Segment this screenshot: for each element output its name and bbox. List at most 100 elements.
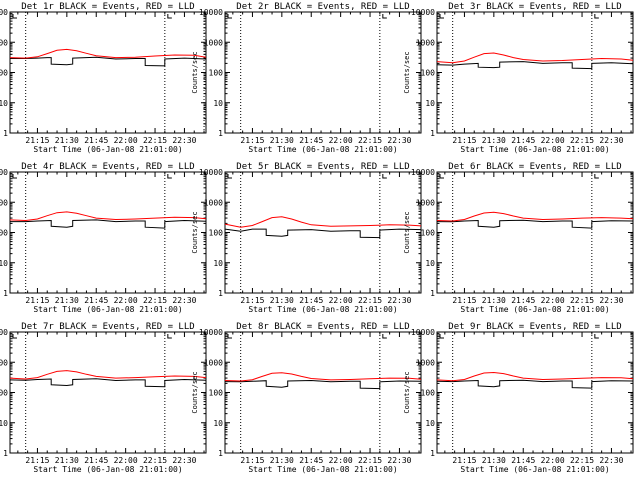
y-tick-label: 10000 <box>411 168 435 177</box>
x-axis-label: Start Time (06-Jan-08 21:01:00) <box>460 145 609 154</box>
y-tick-label: 100 <box>0 69 8 78</box>
plot-frame <box>224 11 422 134</box>
panel-title: Det 3r BLACK = Events, RED = LLD <box>448 2 621 12</box>
y-tick-label: 1000 <box>416 358 435 367</box>
y-tick-label: 10 <box>425 259 435 268</box>
x-tick-label: 22:00 <box>329 136 353 145</box>
x-tick-label: 21:15 <box>25 136 49 145</box>
x-tick-label: 21:45 <box>299 296 323 305</box>
series-line-lld <box>436 211 634 222</box>
panel-det-3: Det 3r BLACK = Events, RED = LLD 1 10 100 10… <box>403 2 634 154</box>
panel-title: Det 6r BLACK = Events, RED = LLD <box>448 162 621 172</box>
plot-frame <box>224 331 422 454</box>
x-tick-label: 21:30 <box>55 136 79 145</box>
panel-title: Det 4r BLACK = Events, RED = LLD <box>21 162 194 172</box>
x-tick-label: 22:15 <box>358 136 382 145</box>
x-tick-label: 21:15 <box>452 296 476 305</box>
series-line-events <box>224 228 422 239</box>
segment-marker <box>439 14 444 19</box>
y-tick-label: 10000 <box>0 168 8 177</box>
x-tick-label: 22:30 <box>387 296 411 305</box>
plot-frame <box>436 331 634 454</box>
x-axis-label: Start Time (06-Jan-08 21:01:00) <box>460 465 609 474</box>
x-tick-label: 21:30 <box>482 456 506 465</box>
y-tick-label: 10 <box>425 419 435 428</box>
y-tick-label: 10 <box>0 259 8 268</box>
y-tick-label: 1 <box>3 289 8 298</box>
series-line-events <box>436 219 634 229</box>
x-tick-label: 21:45 <box>299 136 323 145</box>
y-tick-label: 1 <box>218 289 223 298</box>
series-line-events <box>436 61 634 70</box>
y-tick-label: 10000 <box>0 8 8 17</box>
x-tick-label: 22:15 <box>143 136 167 145</box>
segment-marker <box>594 174 599 179</box>
y-tick-label: 100 <box>209 229 224 238</box>
series-line-events <box>436 379 634 389</box>
y-axis-label: Counts/sec <box>191 371 199 413</box>
x-tick-label: 21:15 <box>240 456 264 465</box>
x-tick-label: 22:00 <box>541 456 565 465</box>
segment-marker <box>167 334 172 339</box>
panel-title: Det 2r BLACK = Events, RED = LLD <box>236 2 409 12</box>
y-tick-label: 1 <box>430 449 435 458</box>
x-tick-label: 21:45 <box>511 456 535 465</box>
y-tick-label: 1 <box>218 449 223 458</box>
x-tick-label: 22:15 <box>358 456 382 465</box>
x-tick-label: 21:15 <box>240 136 264 145</box>
x-tick-label: 22:15 <box>143 456 167 465</box>
x-tick-label: 22:00 <box>114 296 138 305</box>
x-tick-label: 22:15 <box>570 456 594 465</box>
panel-title: Det 8r BLACK = Events, RED = LLD <box>236 322 409 332</box>
y-tick-label: 100 <box>421 389 436 398</box>
y-tick-label: 10000 <box>199 8 223 17</box>
y-tick-label: 1000 <box>416 38 435 47</box>
segment-marker <box>594 14 599 19</box>
segment-marker <box>382 334 387 339</box>
x-tick-label: 22:30 <box>172 136 196 145</box>
x-tick-label: 22:30 <box>387 136 411 145</box>
y-axis-label: Counts/sec <box>191 51 199 93</box>
x-tick-label: 22:15 <box>358 296 382 305</box>
y-tick-label: 100 <box>209 389 224 398</box>
y-axis-label: Counts/sec <box>403 51 411 93</box>
y-tick-label: 10000 <box>411 328 435 337</box>
x-tick-label: 21:45 <box>84 456 108 465</box>
segment-marker <box>167 174 172 179</box>
x-tick-label: 21:15 <box>452 136 476 145</box>
x-tick-label: 22:15 <box>143 296 167 305</box>
y-tick-label: 1 <box>430 129 435 138</box>
y-tick-label: 10 <box>213 419 223 428</box>
panel-det-4: Det 4r BLACK = Events, RED = LLD 1 10 100 10… <box>0 162 207 314</box>
y-tick-label: 100 <box>209 69 224 78</box>
x-tick-label: 22:30 <box>387 456 411 465</box>
series-line-lld <box>436 371 634 382</box>
segment-marker <box>12 174 17 179</box>
y-tick-label: 1000 <box>204 38 223 47</box>
segment-marker <box>382 174 387 179</box>
series-line-lld <box>436 52 634 64</box>
x-axis-label: Start Time (06-Jan-08 21:01:00) <box>248 465 397 474</box>
segment-marker <box>594 334 599 339</box>
panel-det-5: Det 5r BLACK = Events, RED = LLD 1 10 100 10… <box>191 162 422 314</box>
y-tick-label: 10 <box>213 259 223 268</box>
y-tick-label: 1 <box>3 449 8 458</box>
x-tick-label: 21:30 <box>270 136 294 145</box>
x-tick-label: 22:30 <box>599 136 623 145</box>
x-tick-label: 22:30 <box>599 456 623 465</box>
panel-det-8: Det 8r BLACK = Events, RED = LLD 1 10 100 10… <box>191 322 422 474</box>
panel-title: Det 9r BLACK = Events, RED = LLD <box>448 322 621 332</box>
x-tick-label: 21:45 <box>511 136 535 145</box>
y-tick-label: 1000 <box>0 38 8 47</box>
y-tick-label: 100 <box>0 389 8 398</box>
y-tick-label: 10 <box>0 419 8 428</box>
y-tick-label: 10000 <box>199 168 223 177</box>
x-tick-label: 21:15 <box>25 296 49 305</box>
segment-marker <box>227 14 232 19</box>
x-tick-label: 21:30 <box>55 296 79 305</box>
x-tick-label: 22:00 <box>329 456 353 465</box>
series-line-lld <box>9 48 207 59</box>
series-line-events <box>224 379 422 390</box>
